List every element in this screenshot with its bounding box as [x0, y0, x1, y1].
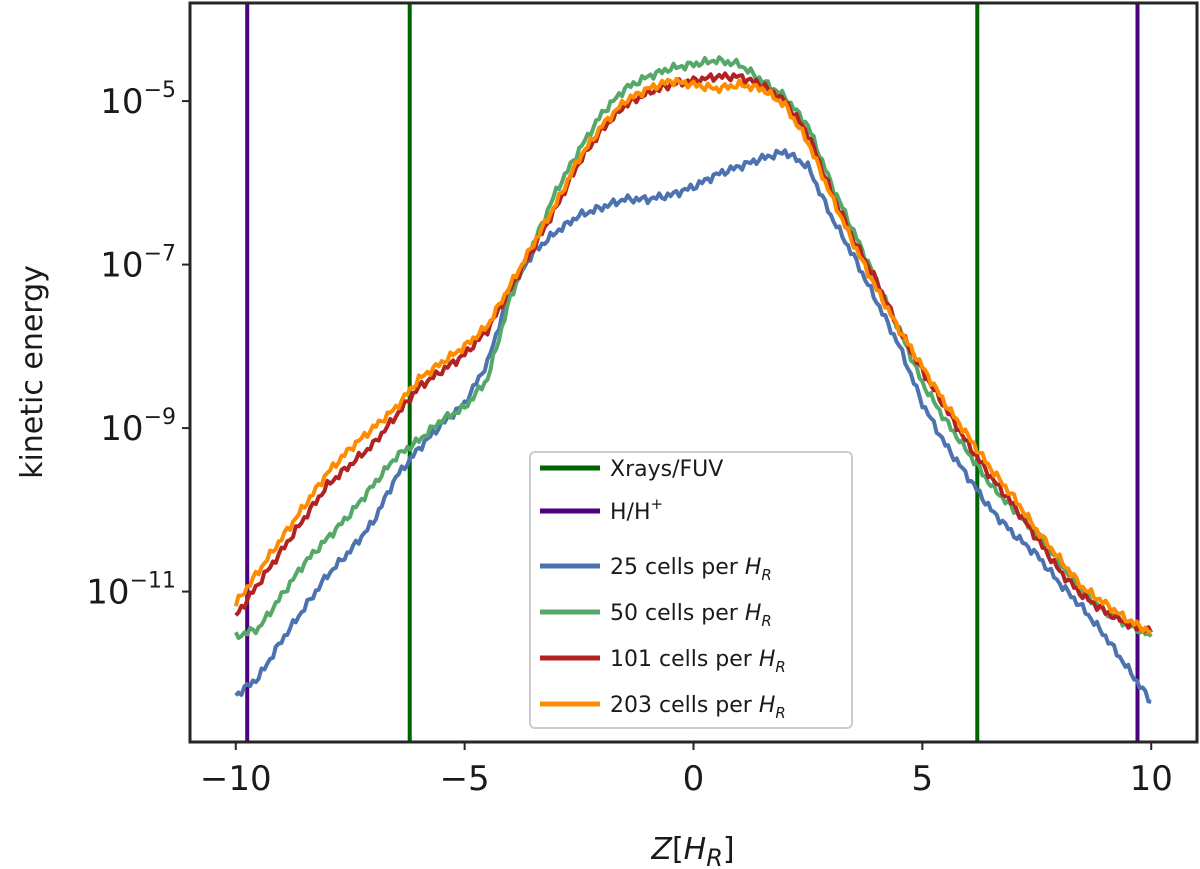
x-tick-label-2: 0	[683, 759, 705, 799]
series-line-101-cells	[234, 71, 1153, 634]
series-line-50-cells	[234, 55, 1153, 640]
y-tick-label-3: 10−11	[86, 569, 176, 613]
x-tick-label-3: 5	[912, 759, 934, 799]
x-tick-label-4: 10	[1130, 759, 1173, 799]
y-tick-label-2: 10−9	[100, 405, 176, 449]
ticks-layer: −10 −5 0 5 10 10−5 10−7 10−9 10−11	[86, 78, 1173, 799]
legend-label-101-cells: 101 cells per HR	[610, 647, 786, 676]
legend-label-25-cells: 25 cells per HR	[610, 555, 772, 584]
series-line-203-cells	[233, 76, 1152, 635]
y-tick-label-0: 10−5	[100, 78, 176, 122]
legend-label-xrays-fuv: Xrays/FUV	[610, 457, 723, 482]
y-tick-label-1: 10−7	[100, 242, 176, 286]
legend-label-h-hplus: H/H+	[610, 495, 663, 525]
x-tick-label-1: −5	[440, 759, 490, 799]
legend: Xrays/FUV H/H+ 25 cells per HR 50 cells …	[529, 451, 853, 729]
x-tick-label-0: −10	[200, 759, 272, 799]
legend-box	[529, 451, 853, 729]
y-axis-label: kinetic energy	[15, 265, 50, 479]
x-axis-label: Z[HR]	[650, 832, 734, 869]
legend-label-50-cells: 50 cells per HR	[610, 601, 772, 630]
series-line-25-cells	[234, 148, 1152, 704]
lines-layer	[233, 3, 1153, 742]
legend-label-203-cells: 203 cells per HR	[610, 693, 786, 722]
